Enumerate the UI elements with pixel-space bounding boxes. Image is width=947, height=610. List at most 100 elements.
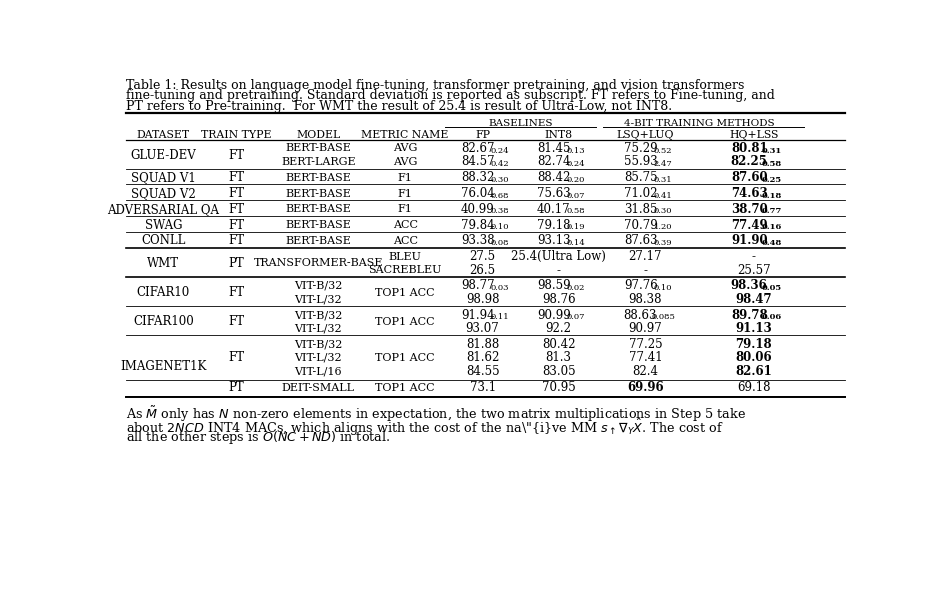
Text: 4-BIT TRAINING METHODS: 4-BIT TRAINING METHODS	[624, 120, 775, 128]
Text: 0.03: 0.03	[491, 284, 509, 292]
Text: 93.38: 93.38	[461, 234, 494, 248]
Text: 87.60: 87.60	[731, 171, 767, 184]
Text: 77.41: 77.41	[629, 351, 662, 364]
Text: 71.02: 71.02	[624, 187, 657, 200]
Text: 80.06: 80.06	[736, 351, 772, 364]
Text: 77.49: 77.49	[731, 218, 767, 232]
Text: TRAIN TYPE: TRAIN TYPE	[201, 130, 272, 140]
Text: SWAG: SWAG	[145, 218, 182, 232]
Text: 0.68: 0.68	[491, 192, 509, 199]
Text: 89.78: 89.78	[731, 309, 767, 321]
Text: 81.88: 81.88	[466, 338, 499, 351]
Text: FT: FT	[228, 234, 244, 248]
Text: BERT-BASE: BERT-BASE	[285, 236, 351, 246]
Text: FT: FT	[228, 286, 244, 299]
Text: 98.36: 98.36	[731, 279, 768, 292]
Text: 69.96: 69.96	[627, 381, 664, 395]
Text: 91.13: 91.13	[736, 322, 772, 335]
Text: 70.95: 70.95	[542, 381, 576, 395]
Text: 76.04: 76.04	[461, 187, 495, 200]
Text: 0.48: 0.48	[761, 239, 781, 247]
Text: SQUAD V1: SQUAD V1	[131, 171, 196, 184]
Text: VIT-B/32: VIT-B/32	[295, 310, 343, 320]
Text: Table 1: Results on language model fine-tuning, transformer pretraining, and vis: Table 1: Results on language model fine-…	[126, 79, 744, 92]
Text: 83.05: 83.05	[542, 365, 576, 378]
Text: FT: FT	[228, 218, 244, 232]
Text: 0.58: 0.58	[566, 207, 585, 215]
Text: 93.13: 93.13	[537, 234, 571, 248]
Text: ADVERSARIAL QA: ADVERSARIAL QA	[107, 203, 220, 216]
Text: TOP1 ACC: TOP1 ACC	[375, 317, 435, 327]
Text: 0.77: 0.77	[761, 207, 781, 215]
Text: FT: FT	[228, 351, 244, 364]
Text: 38.70: 38.70	[731, 203, 768, 216]
Text: 40.17: 40.17	[537, 203, 571, 216]
Text: CIFAR10: CIFAR10	[136, 286, 190, 299]
Text: 0.58: 0.58	[761, 160, 781, 168]
Text: 98.77: 98.77	[461, 279, 494, 292]
Text: 0.16: 0.16	[761, 223, 781, 231]
Text: BERT-BASE: BERT-BASE	[285, 204, 351, 214]
Text: 0.05: 0.05	[761, 284, 781, 292]
Text: 27.17: 27.17	[629, 250, 662, 263]
Text: F1: F1	[398, 188, 413, 198]
Text: 80.42: 80.42	[542, 338, 576, 351]
Text: 0.30: 0.30	[491, 176, 509, 184]
Text: 93.07: 93.07	[466, 322, 499, 335]
Text: BERT-BASE: BERT-BASE	[285, 173, 351, 183]
Text: 27.5: 27.5	[470, 250, 495, 263]
Text: 75.29: 75.29	[624, 142, 657, 155]
Text: DEIT-SMALL: DEIT-SMALL	[282, 383, 355, 393]
Text: 81.45: 81.45	[537, 142, 571, 155]
Text: LSQ+LUQ: LSQ+LUQ	[616, 130, 674, 140]
Text: FT: FT	[228, 171, 244, 184]
Text: BASELINES: BASELINES	[489, 120, 553, 128]
Text: 0.20: 0.20	[567, 176, 585, 184]
Text: 77.25: 77.25	[629, 338, 662, 351]
Text: 91.94: 91.94	[461, 309, 494, 321]
Text: INT8: INT8	[545, 130, 573, 140]
Text: 79.18: 79.18	[736, 338, 772, 351]
Text: 0.31: 0.31	[653, 176, 672, 184]
Text: HQ+LSS: HQ+LSS	[729, 130, 778, 140]
Text: WMT: WMT	[148, 257, 179, 270]
Text: 0.52: 0.52	[653, 146, 672, 154]
Text: 88.32: 88.32	[461, 171, 494, 184]
Text: fine-tuning and pretraining. Standard deviation is reported as subscript. FT ref: fine-tuning and pretraining. Standard de…	[126, 90, 775, 102]
Text: 88.63: 88.63	[623, 309, 656, 321]
Text: As $\tilde{M}$ only has $N$ non-zero elements in expectation, the two matrix mul: As $\tilde{M}$ only has $N$ non-zero ele…	[126, 404, 746, 424]
Text: about $2NCD$ INT4 MACs, which aligns with the cost of the na\"{i}ve MM $s_\uparr: about $2NCD$ INT4 MACs, which aligns wit…	[126, 417, 724, 438]
Text: 0.39: 0.39	[653, 239, 672, 247]
Text: F1: F1	[398, 204, 413, 214]
Text: 25.4(Ultra Low): 25.4(Ultra Low)	[511, 250, 606, 263]
Text: 0.06: 0.06	[761, 314, 781, 321]
Text: 82.25: 82.25	[731, 156, 768, 168]
Text: 92.2: 92.2	[545, 322, 572, 335]
Text: 0.08: 0.08	[491, 239, 509, 247]
Text: METRIC NAME: METRIC NAME	[362, 130, 449, 140]
Text: 2.47: 2.47	[653, 160, 672, 168]
Text: TOP1 ACC: TOP1 ACC	[375, 353, 435, 363]
Text: 82.61: 82.61	[736, 365, 772, 378]
Text: IMAGENET1K: IMAGENET1K	[120, 360, 206, 373]
Text: 80.81: 80.81	[731, 142, 767, 155]
Text: 40.99: 40.99	[461, 203, 495, 216]
Text: 75.63: 75.63	[537, 187, 571, 200]
Text: 0.19: 0.19	[566, 223, 585, 231]
Text: AVG: AVG	[393, 157, 418, 167]
Text: 0.07: 0.07	[566, 314, 585, 321]
Text: MODEL: MODEL	[296, 130, 341, 140]
Text: 82.67: 82.67	[461, 142, 494, 155]
Text: 0.11: 0.11	[491, 314, 509, 321]
Text: 0.14: 0.14	[566, 239, 585, 247]
Text: F1: F1	[398, 173, 413, 183]
Text: GLUE-DEV: GLUE-DEV	[131, 149, 196, 162]
Text: DATASET: DATASET	[136, 130, 190, 140]
Text: 69.18: 69.18	[737, 381, 771, 395]
Text: PT refers to Pre-training.  For WMT the result of 25.4 is result of Ultra-Low, n: PT refers to Pre-training. For WMT the r…	[126, 100, 672, 113]
Text: 81.62: 81.62	[466, 351, 499, 364]
Text: VIT-L/32: VIT-L/32	[295, 353, 342, 363]
Text: FT: FT	[228, 315, 244, 328]
Text: CIFAR100: CIFAR100	[133, 315, 194, 328]
Text: 0.24: 0.24	[566, 160, 585, 168]
